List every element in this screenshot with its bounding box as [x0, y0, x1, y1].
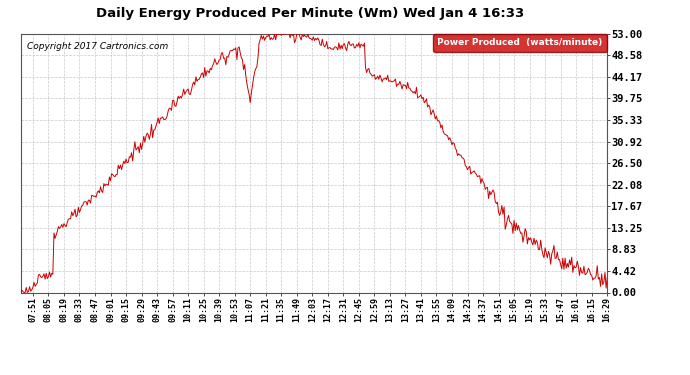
Legend: Power Produced  (watts/minute): Power Produced (watts/minute): [433, 34, 607, 52]
Text: Copyright 2017 Cartronics.com: Copyright 2017 Cartronics.com: [26, 42, 168, 51]
Text: Daily Energy Produced Per Minute (Wm) Wed Jan 4 16:33: Daily Energy Produced Per Minute (Wm) We…: [97, 8, 524, 21]
